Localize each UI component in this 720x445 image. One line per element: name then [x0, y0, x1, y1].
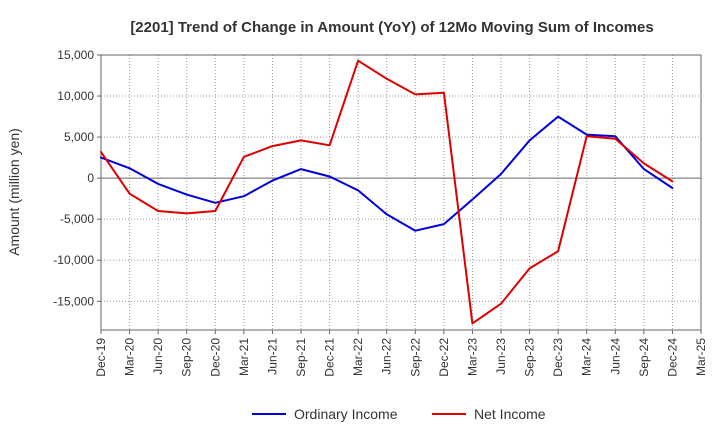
- y-tick-label: 0: [87, 171, 94, 185]
- series-layer: [100, 59, 674, 325]
- x-tick-label: Jun-21: [265, 338, 279, 375]
- x-tick-label: Sep-22: [408, 338, 422, 377]
- x-tick-label: Dec-23: [551, 338, 565, 377]
- axis-layer: Dec-19 Mar-20 Jun-20 Sep-20 Dec-20 Mar-21 Jun-…: [53, 48, 708, 377]
- y-tick-label: -5,000: [60, 212, 94, 226]
- x-tick-label: Jun-22: [380, 338, 394, 375]
- grid-layer: [101, 54, 701, 330]
- x-tick-label: Jun-24: [608, 338, 622, 375]
- x-tick-label: Dec-20: [208, 338, 222, 377]
- x-tick-label: Mar-24: [580, 338, 594, 376]
- x-tick-label: Dec-24: [665, 338, 679, 377]
- plot-frame: [100, 54, 702, 331]
- y-tick-label: -15,000: [53, 294, 94, 308]
- y-tick-label: 10,000: [57, 89, 94, 103]
- y-axis-label: Amount (million yen): [6, 128, 22, 256]
- x-tick-label: Jun-23: [494, 338, 508, 375]
- x-tick-label: Sep-23: [523, 338, 537, 377]
- x-tick-label: Mar-25: [694, 338, 708, 376]
- x-tick-label: Jun-20: [151, 338, 165, 375]
- legend: Ordinary Income Net Income: [252, 406, 546, 422]
- x-tick-label: Mar-23: [465, 338, 479, 376]
- x-tick-label: Sep-24: [637, 338, 651, 377]
- x-tick-label: Sep-20: [180, 338, 194, 377]
- x-tick-label: Mar-21: [237, 338, 251, 376]
- x-tick-label: Mar-22: [351, 338, 365, 376]
- legend-label: Ordinary Income: [294, 406, 398, 422]
- x-tick-label: Mar-20: [123, 338, 137, 376]
- legend-label: Net Income: [474, 406, 546, 422]
- x-tick-label: Dec-21: [323, 338, 337, 377]
- series-line-ordinary-income: [100, 115, 674, 232]
- series-line-net-income: [100, 59, 674, 325]
- y-tick-label: 5,000: [64, 130, 94, 144]
- y-tick-label: 15,000: [57, 48, 94, 62]
- x-tick-label: Dec-19: [94, 338, 108, 377]
- chart-title: [2201] Trend of Change in Amount (YoY) o…: [130, 19, 653, 36]
- x-tick-label: Sep-21: [294, 338, 308, 377]
- x-tick-label: Dec-22: [437, 338, 451, 377]
- y-tick-label: -10,000: [53, 253, 94, 267]
